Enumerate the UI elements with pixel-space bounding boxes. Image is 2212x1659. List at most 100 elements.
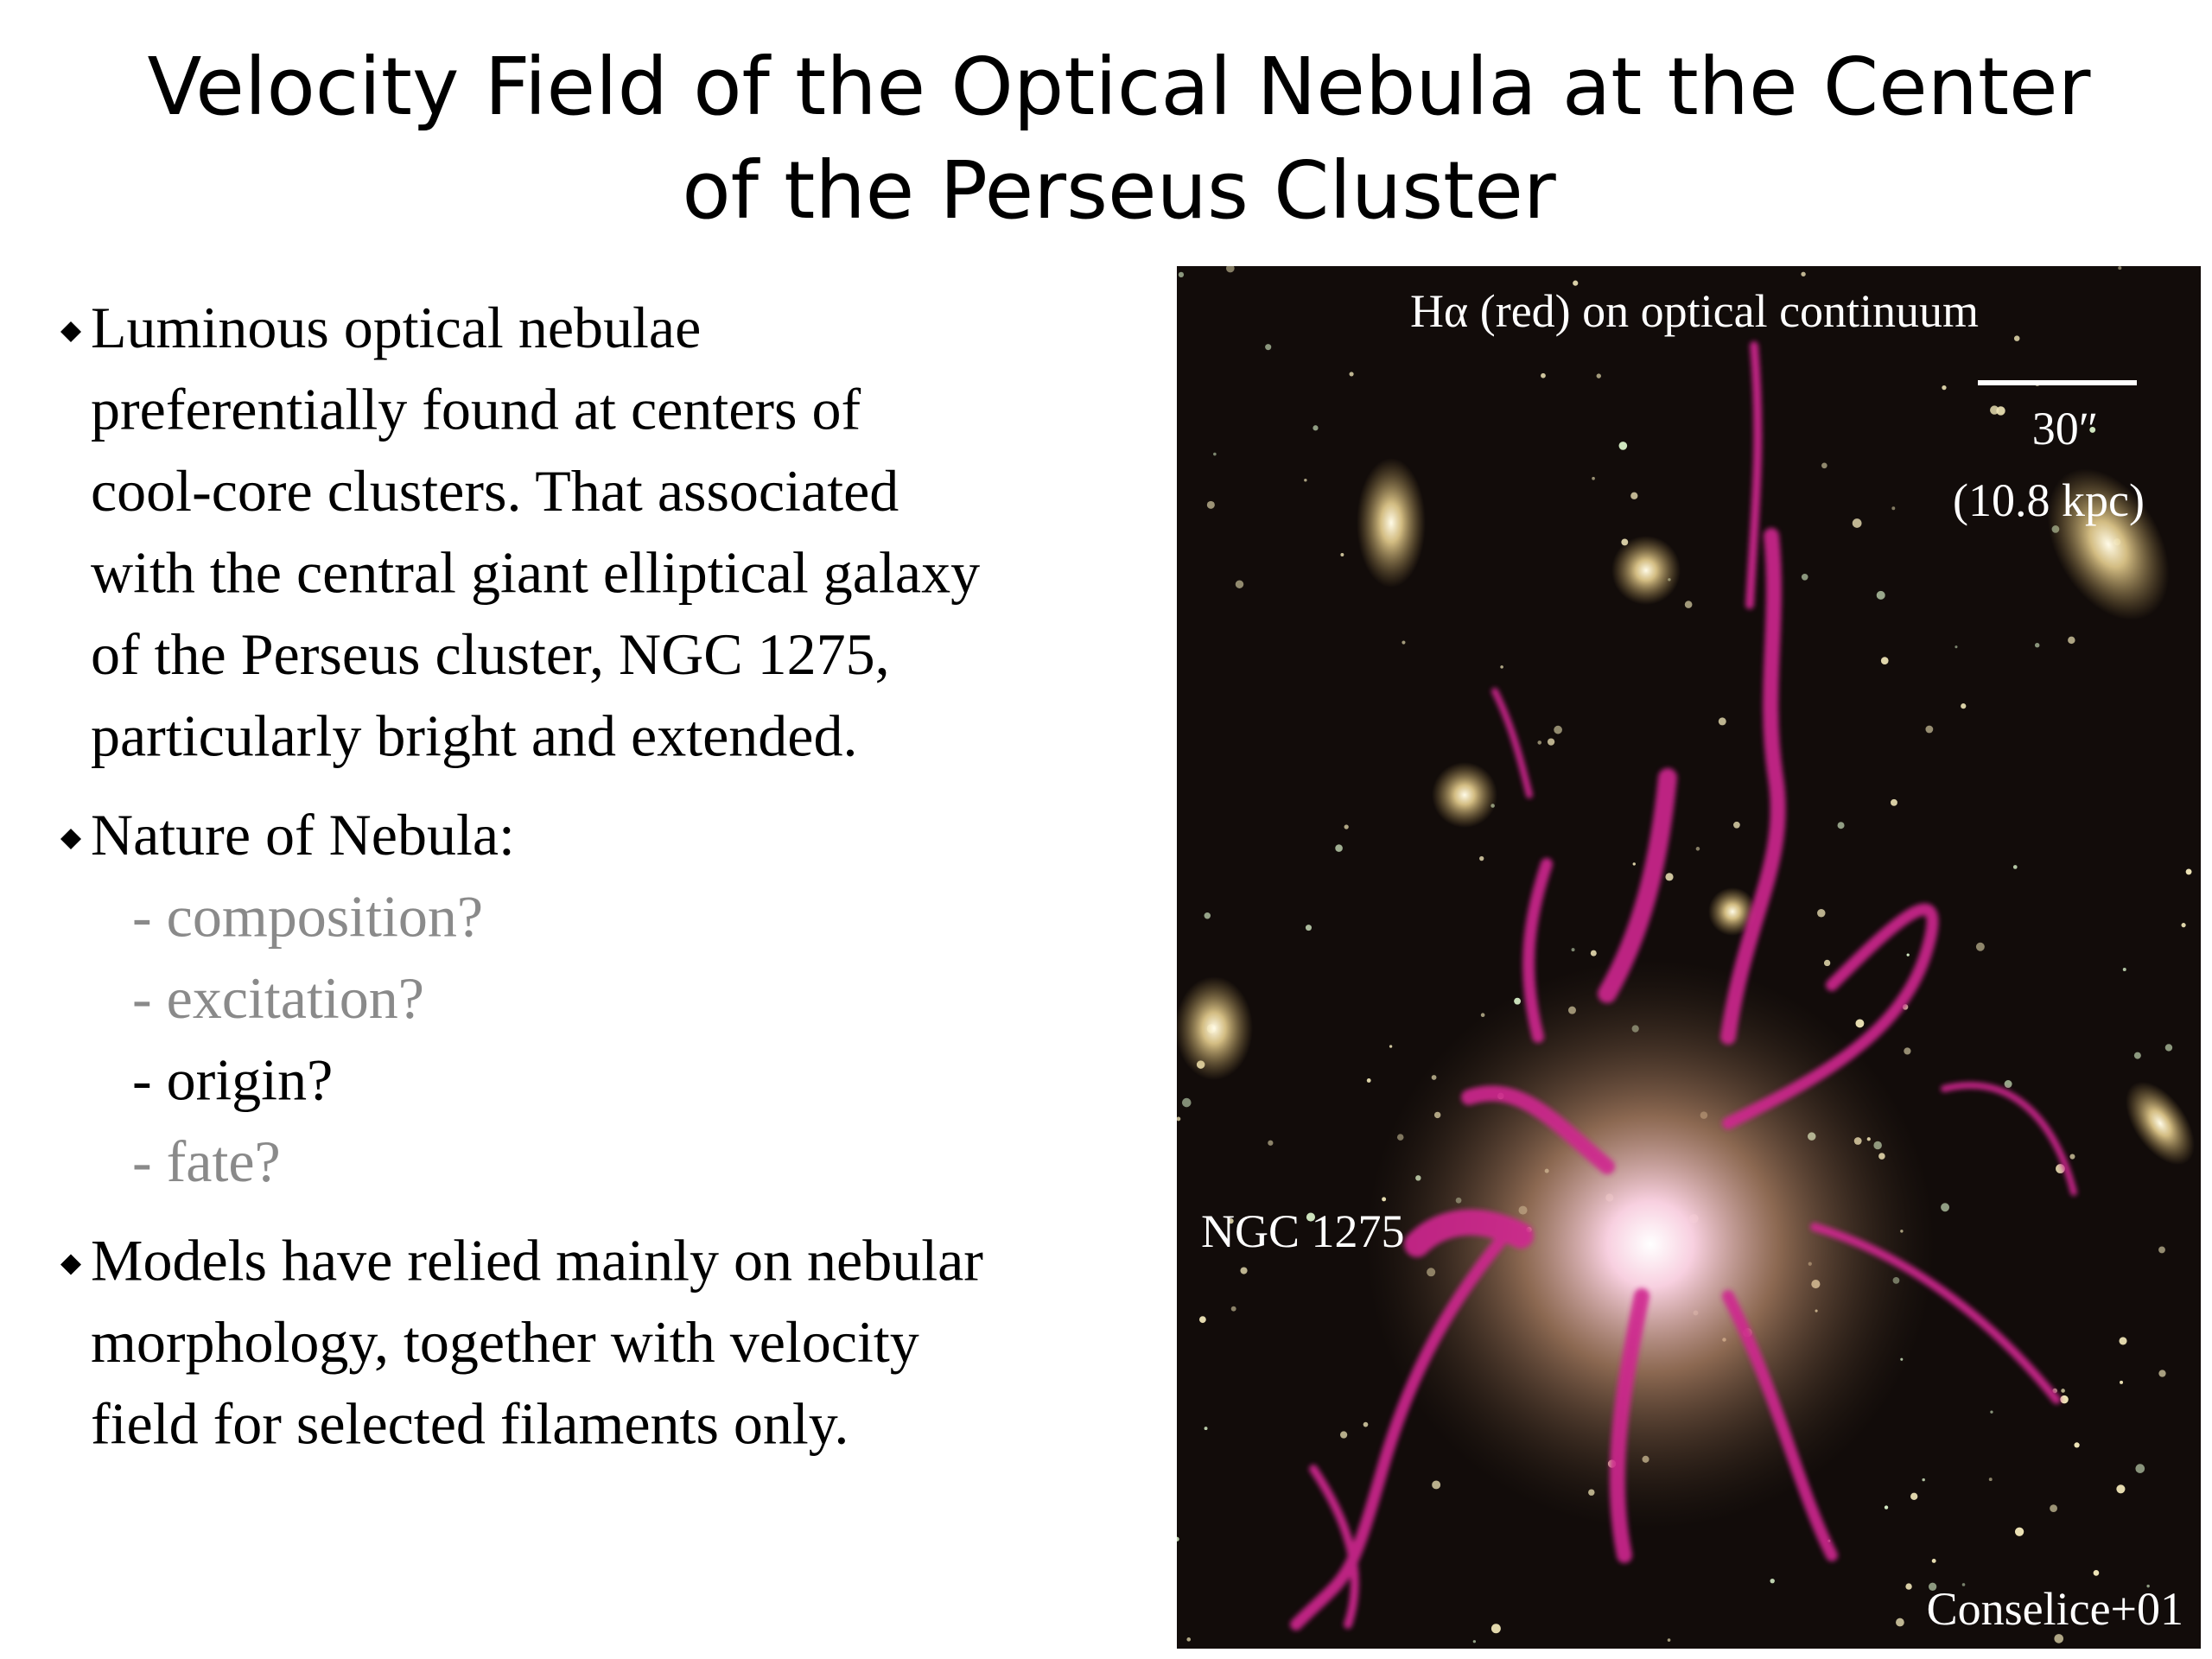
star: [1547, 738, 1555, 746]
star: [1228, 1217, 1234, 1224]
star: [1942, 385, 1947, 391]
star: [1592, 476, 1595, 480]
star: [1770, 1578, 1775, 1584]
sub-item: - fate?: [132, 1128, 281, 1194]
star: [1904, 1047, 1911, 1055]
star: [1801, 573, 1808, 581]
bullet-line: cool-core clusters. That associated: [91, 458, 899, 524]
star: [1922, 1478, 1925, 1482]
star: [1213, 452, 1217, 456]
filaments: [1290, 341, 2077, 1630]
star: [1961, 1583, 1966, 1586]
star: [1941, 1203, 1950, 1212]
star: [1665, 873, 1674, 881]
star: [2116, 1484, 2126, 1494]
ngc1275-core: [1365, 959, 1936, 1529]
star: [1500, 665, 1503, 669]
star: [1931, 1558, 1936, 1563]
star: [2146, 1584, 2150, 1588]
title-line: of the Perseus Cluster: [682, 144, 1556, 237]
star: [2118, 266, 2122, 270]
star: [1306, 1212, 1316, 1222]
galaxy: [2126, 1081, 2195, 1166]
star: [1667, 1638, 1671, 1642]
star: [1684, 601, 1693, 608]
star: [2158, 1370, 2166, 1377]
star: [1955, 645, 1958, 649]
star: [1801, 271, 1806, 276]
star: [2069, 1154, 2075, 1160]
star: [1817, 908, 1826, 918]
star: [1925, 725, 1934, 734]
bullet-marker: [60, 829, 81, 849]
star: [2185, 868, 2192, 875]
bullet-line: particularly bright and extended.: [91, 703, 857, 769]
star: [1718, 717, 1726, 726]
sub-item: - origin?: [132, 1047, 333, 1113]
star: [1733, 821, 1740, 829]
star: [1996, 406, 2005, 416]
star: [1630, 492, 1638, 499]
star: [2122, 967, 2126, 971]
star: [2093, 1570, 2100, 1576]
star: [1472, 1640, 1477, 1643]
star: [1344, 824, 1349, 830]
star: [1313, 425, 1319, 431]
title-line: Velocity Field of the Optical Nebula at …: [148, 41, 2091, 133]
star: [1186, 1637, 1192, 1642]
star: [1837, 822, 1845, 830]
star: [1305, 925, 1312, 931]
star: [1479, 855, 1484, 861]
scale-label: 30″: [2032, 403, 2099, 454]
star: [1206, 500, 1215, 509]
galaxy-label: NGC 1275: [1201, 1205, 1405, 1257]
nebula-image: Hα (red) on optical continuum 30″ (10.8 …: [1177, 266, 2201, 1649]
galaxy: [1708, 887, 1757, 936]
bullet-marker: [60, 1254, 81, 1275]
star: [1554, 725, 1562, 734]
galaxy: [1357, 458, 1426, 588]
bullet-line: Nature of Nebula:: [91, 802, 515, 868]
star: [2158, 1246, 2165, 1254]
galaxy: [1611, 536, 1681, 605]
star: [2034, 642, 2040, 648]
star: [2004, 1080, 2012, 1089]
star: [1988, 1478, 1993, 1482]
star: [1177, 1536, 1179, 1541]
star: [2050, 1504, 2057, 1513]
star: [1891, 506, 1896, 511]
galaxy: [2047, 468, 2170, 620]
bullet-line: with the central giant elliptical galaxy: [91, 540, 980, 606]
star: [1204, 912, 1211, 919]
star: [2068, 636, 2075, 645]
star: [1265, 344, 1272, 351]
bullet-list: Luminous optical nebulae preferentially f…: [60, 295, 983, 1457]
star: [2181, 923, 2186, 928]
star: [1990, 1410, 1993, 1414]
star: [1852, 518, 1862, 528]
star: [1905, 1583, 1912, 1590]
star: [1695, 847, 1700, 851]
bullet-line: Luminous optical nebulae: [91, 295, 701, 360]
bullet-marker: [60, 321, 81, 342]
star: [2074, 1442, 2080, 1448]
star: [1432, 1480, 1441, 1490]
star: [1928, 1582, 1937, 1591]
star: [1884, 1505, 1889, 1510]
star: [1178, 271, 1185, 277]
star: [1349, 372, 1354, 377]
star: [1632, 862, 1636, 866]
star: [2054, 1634, 2064, 1643]
star: [1335, 844, 1343, 852]
star: [2013, 335, 2020, 341]
star: [2089, 426, 2096, 433]
bullet-line: Models have relied mainly on nebular: [91, 1228, 983, 1294]
star: [1366, 1078, 1371, 1083]
star: [1880, 657, 1889, 664]
star: [1891, 798, 1897, 806]
star: [1590, 950, 1597, 957]
star: [1855, 1019, 1865, 1028]
star: [1402, 640, 1406, 645]
star: [1573, 280, 1579, 286]
image-caption: Hα (red) on optical continuum: [1410, 285, 1979, 337]
